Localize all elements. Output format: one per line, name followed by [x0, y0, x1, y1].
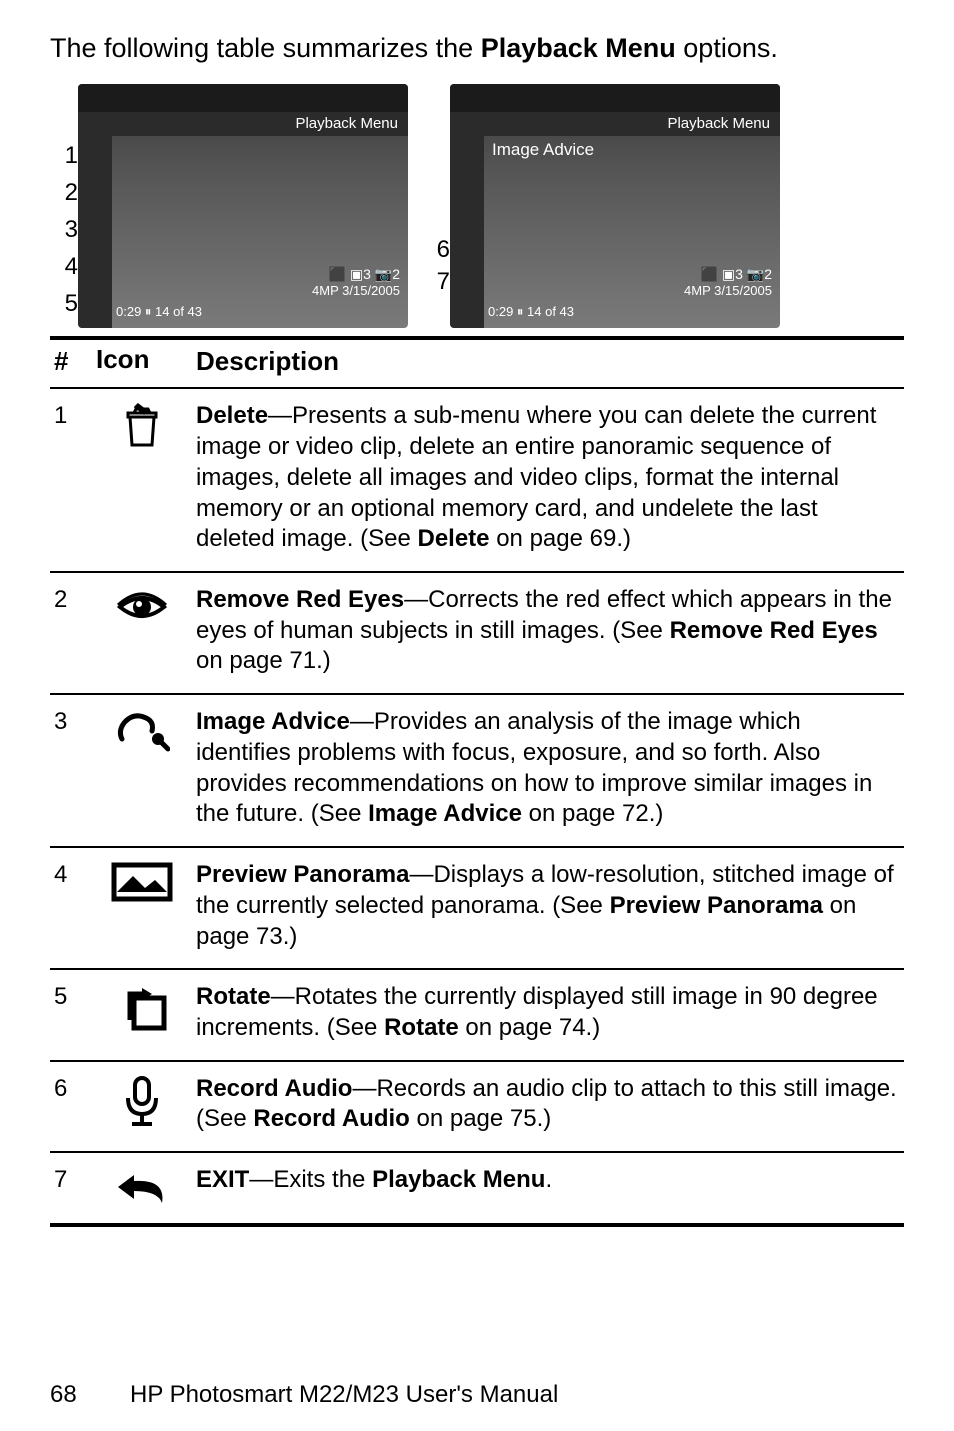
row-num: 1 [50, 388, 92, 572]
callout-3: 3 [50, 216, 78, 244]
status-line2-left: 4MP 3/15/2005 [312, 283, 400, 299]
lcd-time-right: 0:29 ⏸ 14 of 43 [488, 304, 574, 320]
callout-7: 7 [422, 268, 450, 296]
panorama-icon [92, 847, 192, 969]
intro-prefix: The following table summarizes the [50, 33, 481, 63]
playback-menu-table: # Icon Description 1 Delete—Presents a su… [50, 336, 904, 1227]
table-row: 5 Rotate—Rotates the currently displayed … [50, 969, 904, 1060]
lcd-advice-label: Image Advice [492, 140, 594, 160]
mic-icon [92, 1061, 192, 1152]
lcd-status-left: ⬛ ▣3 📷2 4MP 3/15/2005 [312, 266, 400, 298]
row-num: 2 [50, 572, 92, 694]
callout-5: 5 [50, 290, 78, 318]
rotate-icon [92, 969, 192, 1060]
eye-icon [92, 572, 192, 694]
row-num: 5 [50, 969, 92, 1060]
row-desc: Record Audio—Records an audio clip to at… [192, 1061, 904, 1152]
header-icon: Icon [92, 338, 192, 388]
row-desc: Preview Panorama—Displays a low-resoluti… [192, 847, 904, 969]
header-desc: Description [192, 338, 904, 388]
row-desc: Rotate—Rotates the currently displayed s… [192, 969, 904, 1060]
row-desc: Remove Red Eyes—Corrects the red effect … [192, 572, 904, 694]
intro-text: The following table summarizes the Playb… [50, 30, 904, 66]
back-icon [92, 1152, 192, 1225]
callout-6: 6 [422, 236, 450, 264]
callout-1: 1 [50, 142, 78, 170]
lcd-header-left: Playback Menu [78, 112, 408, 136]
intro-bold: Playback Menu [481, 33, 676, 63]
row-num: 4 [50, 847, 92, 969]
figure-left: 1 2 3 4 5 Playback Menu ⬛ ▣3 📷2 4MP 3/15… [50, 84, 408, 328]
table-row: 3 Image Advice—Provides an analysis of th… [50, 694, 904, 847]
callout-2: 2 [50, 179, 78, 207]
status-line2-right: 4MP 3/15/2005 [684, 283, 772, 299]
lcd-left: Playback Menu ⬛ ▣3 📷2 4MP 3/15/2005 0:29… [78, 84, 408, 328]
page-footer: 68 HP Photosmart M22/M23 User's Manual [50, 1381, 904, 1409]
figure-right: 6 7 Playback Menu Image Advice ⬛ ▣3 📷2 4… [422, 84, 780, 328]
table-row: 1 Delete—Presents a sub-menu where you ca… [50, 388, 904, 572]
page-number: 68 [50, 1381, 100, 1409]
table-row: 7 EXIT—Exits the Playback Menu. [50, 1152, 904, 1225]
lcd-right: Playback Menu Image Advice ⬛ ▣3 📷2 4MP 3… [450, 84, 780, 328]
intro-suffix: options. [676, 33, 778, 63]
figure-dual-lcd: 1 2 3 4 5 Playback Menu ⬛ ▣3 📷2 4MP 3/15… [50, 84, 904, 328]
row-num: 6 [50, 1061, 92, 1152]
callout-4: 4 [50, 253, 78, 281]
lcd-header-right: Playback Menu [450, 112, 780, 136]
table-row: 2 Remove Red Eyes—Corrects the red effect… [50, 572, 904, 694]
status-line1-left: ⬛ ▣3 📷2 [312, 266, 400, 283]
table-row: 4 Preview Panorama—Displays a low-resolut… [50, 847, 904, 969]
row-desc: EXIT—Exits the Playback Menu. [192, 1152, 904, 1225]
row-desc: Delete—Presents a sub-menu where you can… [192, 388, 904, 572]
table-row: 6 Record Audio—Records an audio clip to a… [50, 1061, 904, 1152]
status-line1-right: ⬛ ▣3 📷2 [684, 266, 772, 283]
row-num: 7 [50, 1152, 92, 1225]
callouts-left: 1 2 3 4 5 [50, 84, 78, 328]
header-num: # [50, 338, 92, 388]
lcd-time-left: 0:29 ⏸ 14 of 43 [116, 304, 202, 320]
manual-title: HP Photosmart M22/M23 User's Manual [130, 1381, 558, 1409]
lcd-status-right: ⬛ ▣3 📷2 4MP 3/15/2005 [684, 266, 772, 298]
trash-icon [92, 388, 192, 572]
row-desc: Image Advice—Provides an analysis of the… [192, 694, 904, 847]
advice-icon [92, 694, 192, 847]
callouts-right: 6 7 [422, 84, 450, 328]
row-num: 3 [50, 694, 92, 847]
